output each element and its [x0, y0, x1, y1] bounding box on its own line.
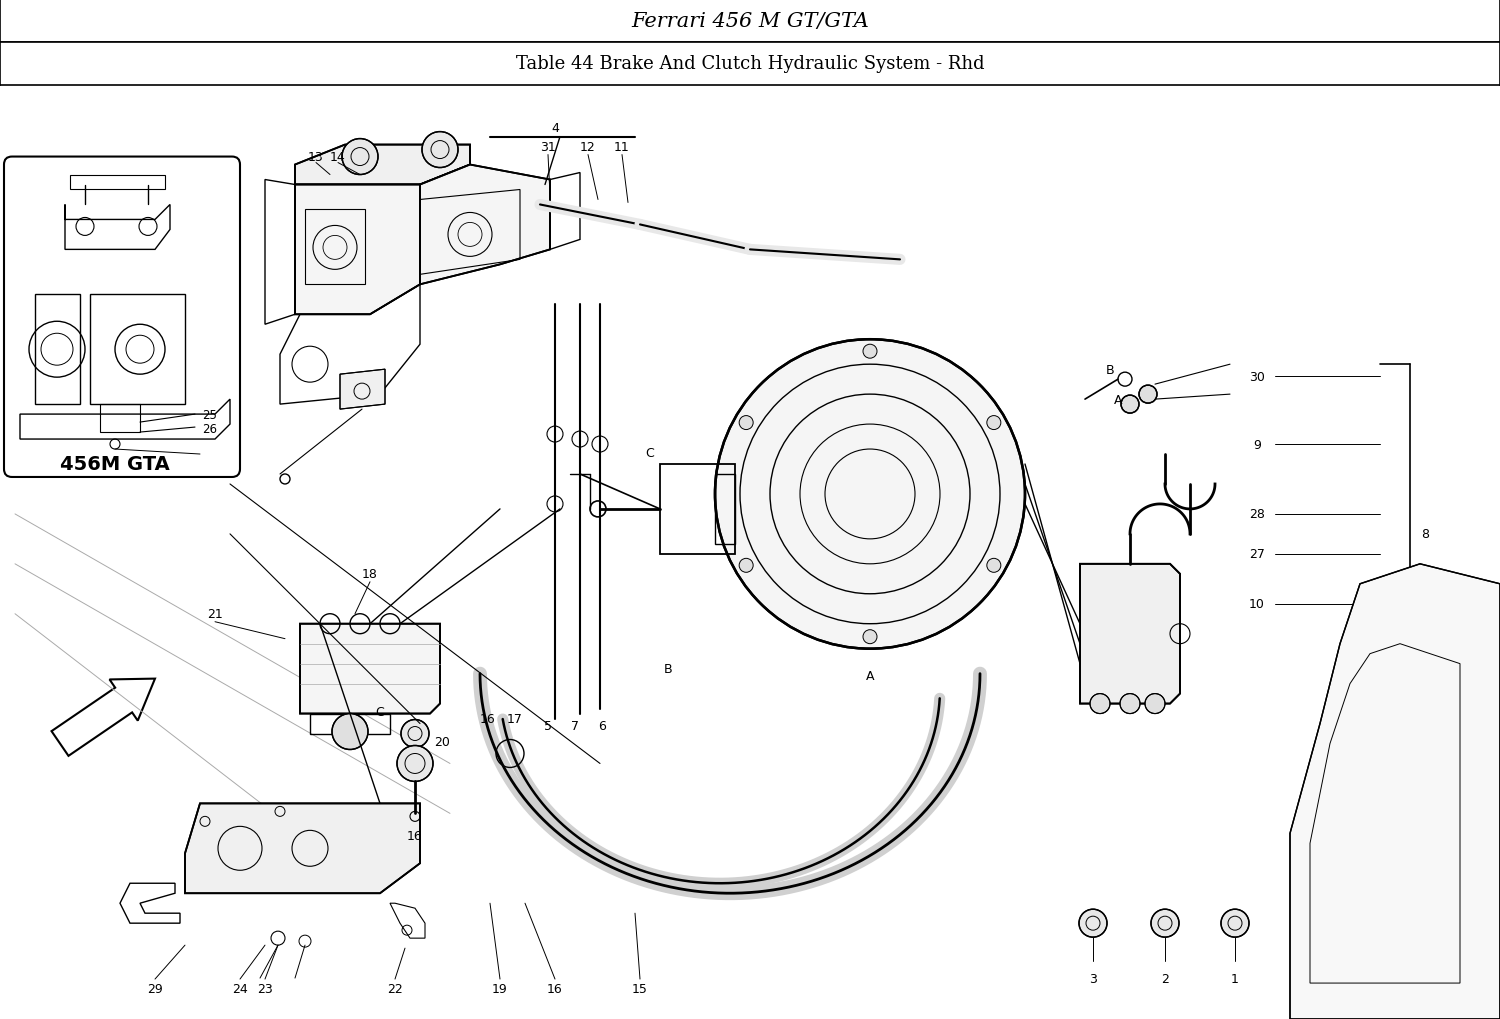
Circle shape: [862, 344, 877, 359]
Circle shape: [740, 416, 753, 430]
Text: 2: 2: [1161, 972, 1168, 984]
Polygon shape: [300, 624, 439, 714]
Circle shape: [1144, 694, 1166, 714]
Text: 9: 9: [1252, 438, 1262, 451]
Text: 8: 8: [1420, 528, 1430, 541]
Text: 1: 1: [1232, 972, 1239, 984]
Circle shape: [987, 558, 1000, 573]
Text: B: B: [663, 662, 672, 676]
Polygon shape: [1290, 565, 1500, 1019]
Circle shape: [740, 558, 753, 573]
Text: 3: 3: [1089, 972, 1096, 984]
Text: 23: 23: [256, 981, 273, 995]
Text: 24: 24: [232, 981, 248, 995]
Circle shape: [1150, 909, 1179, 937]
Circle shape: [987, 416, 1000, 430]
Circle shape: [332, 714, 368, 750]
Text: Ferrari 456 M GT/GTA: Ferrari 456 M GT/GTA: [632, 12, 868, 31]
Polygon shape: [296, 146, 470, 185]
Text: 4: 4: [550, 122, 560, 135]
Text: 10: 10: [1250, 598, 1264, 610]
Text: 30: 30: [1250, 370, 1264, 383]
FancyBboxPatch shape: [4, 157, 240, 478]
Polygon shape: [184, 804, 420, 894]
Polygon shape: [296, 185, 420, 315]
Text: C: C: [375, 705, 384, 718]
Text: 25: 25: [202, 409, 217, 421]
Circle shape: [398, 746, 433, 782]
Circle shape: [1120, 395, 1138, 414]
Text: 28: 28: [1250, 507, 1264, 521]
Circle shape: [400, 719, 429, 748]
Text: 31: 31: [540, 141, 556, 154]
Polygon shape: [420, 165, 550, 285]
Text: 27: 27: [1250, 548, 1264, 560]
Text: C: C: [645, 446, 654, 460]
Text: 19: 19: [492, 981, 508, 995]
Text: 13: 13: [308, 151, 324, 164]
Text: 18: 18: [362, 568, 378, 581]
Text: 26: 26: [202, 422, 217, 435]
Text: 29: 29: [147, 981, 164, 995]
Circle shape: [422, 132, 458, 168]
FancyArrow shape: [51, 679, 154, 756]
Text: 16: 16: [480, 712, 496, 726]
Circle shape: [1090, 694, 1110, 714]
Text: A: A: [865, 669, 874, 683]
Text: Table 44 Brake And Clutch Hydraulic System - Rhd: Table 44 Brake And Clutch Hydraulic Syst…: [516, 55, 984, 73]
Text: 14: 14: [330, 151, 346, 164]
Circle shape: [1078, 909, 1107, 937]
Polygon shape: [340, 370, 386, 410]
Text: 12: 12: [580, 141, 596, 154]
Text: 20: 20: [433, 736, 450, 748]
Text: 22: 22: [387, 981, 404, 995]
Text: 456M GTA: 456M GTA: [60, 455, 170, 474]
Circle shape: [716, 340, 1024, 649]
Text: 16: 16: [548, 981, 562, 995]
Circle shape: [1120, 694, 1140, 714]
Text: A: A: [1113, 393, 1122, 407]
Circle shape: [1221, 909, 1250, 937]
Circle shape: [342, 140, 378, 175]
Text: B: B: [1106, 364, 1114, 376]
Text: 11: 11: [614, 141, 630, 154]
Text: 21: 21: [207, 607, 224, 621]
Circle shape: [862, 630, 877, 644]
Text: 17: 17: [507, 712, 524, 726]
Text: 16: 16: [406, 829, 423, 842]
Text: 7: 7: [572, 719, 579, 733]
Text: 15: 15: [632, 981, 648, 995]
Polygon shape: [1080, 565, 1180, 704]
Text: 5: 5: [544, 719, 552, 733]
Circle shape: [1138, 386, 1156, 404]
Text: 6: 6: [598, 719, 606, 733]
